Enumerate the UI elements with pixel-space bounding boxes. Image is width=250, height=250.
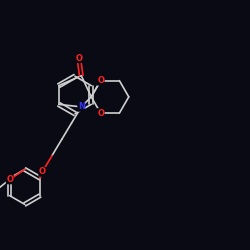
Text: O: O [97,108,104,118]
Text: O: O [97,76,104,85]
Text: N: N [78,102,85,112]
Text: O: O [39,168,46,176]
Text: O: O [6,175,13,184]
Text: O: O [75,54,82,62]
